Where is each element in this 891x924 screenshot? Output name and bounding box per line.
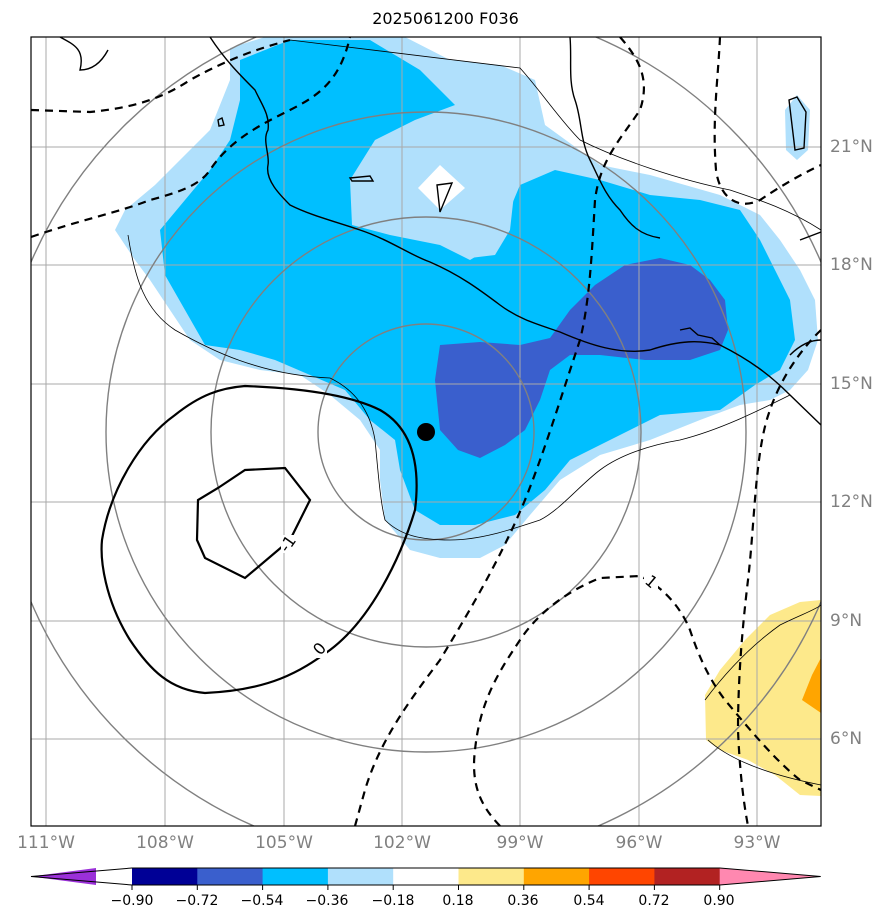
map-title: 2025061200 F036 <box>372 9 519 28</box>
anomaly-fill-orange <box>802 657 821 713</box>
range-rings <box>31 37 821 826</box>
contour-label-minus-one: -1 <box>275 532 300 556</box>
solid-contours <box>100 384 418 695</box>
colorbar-segment <box>589 868 655 885</box>
contour-zero <box>100 384 418 695</box>
storm-center-marker <box>417 423 435 441</box>
boundaries <box>127 39 821 786</box>
lon-label-102w: 102°W <box>373 833 431 853</box>
coastlines <box>59 37 821 426</box>
anomaly-fill-pale-yellow <box>705 600 821 796</box>
colorbar-segment <box>327 868 394 885</box>
colorbar-segment <box>458 868 525 885</box>
lon-label-111w: 111°W <box>17 833 75 853</box>
colorbar-tick-label: 0.72 <box>638 893 670 909</box>
colorbar-tick-label: 0.18 <box>442 893 474 909</box>
colorbar-tick-label: 0.54 <box>573 893 605 909</box>
anomaly-fill-white-spot <box>418 165 465 210</box>
lat-label-18n: 18°N <box>830 255 873 275</box>
anomaly-fill-royal-blue <box>435 258 728 458</box>
contour-minus-one <box>195 466 312 580</box>
colorbar-tick-label: −0.90 <box>110 893 154 909</box>
lat-label-21n: 21°N <box>830 137 873 157</box>
colorbar-extend-high <box>719 868 821 885</box>
lat-label-15n: 15°N <box>830 374 873 394</box>
lon-label-96w: 96°W <box>615 833 663 853</box>
anomaly-fill-deep-sky <box>160 40 795 525</box>
lat-label-9n: 9°N <box>830 611 863 631</box>
lat-label-6n: 6°N <box>830 729 863 749</box>
colorbar-segment <box>523 868 590 885</box>
lon-label-99w: 99°W <box>496 833 544 853</box>
colorbar-segment <box>262 868 329 885</box>
graticule <box>31 37 821 826</box>
colorbar-segment <box>132 868 198 885</box>
colorbar <box>30 867 821 890</box>
dashed-contours <box>31 37 821 826</box>
colorbar-segment <box>197 868 264 885</box>
colorbar-segment <box>654 868 721 885</box>
map-frame <box>30 36 822 827</box>
colorbar-segment <box>393 868 459 885</box>
lon-label-108w: 108°W <box>136 833 194 853</box>
colorbar-tick-label: 0.90 <box>703 893 735 909</box>
colorbar-tick-label: −0.36 <box>305 893 349 909</box>
lon-label-105w: 105°W <box>255 833 313 853</box>
anomaly-fill-light-blue-north <box>785 95 810 160</box>
lon-label-93w: 93°W <box>733 833 781 853</box>
map-content: -1 0 1 <box>31 37 821 826</box>
colorbar-tick-label: −0.54 <box>240 893 284 909</box>
colorbar-tick-label: −0.18 <box>371 893 415 909</box>
lat-label-12n: 12°N <box>830 492 873 512</box>
colorbar-tick-label: −0.72 <box>175 893 219 909</box>
colorbar-extend-low <box>31 868 96 885</box>
colorbar-tick-label: 0.36 <box>507 893 539 909</box>
